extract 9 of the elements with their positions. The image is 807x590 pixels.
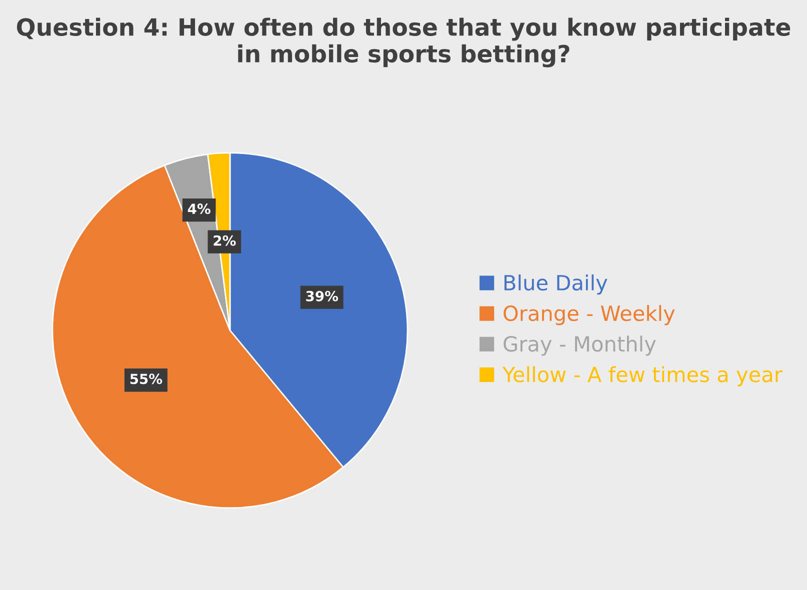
legend-label: Blue Daily <box>504 274 608 295</box>
legend-label: Orange - Weekly <box>504 305 675 326</box>
data-label: 55% <box>130 374 162 384</box>
legend-label: Gray - Monthly <box>504 336 656 356</box>
chart-title: Question 4: How often do those that you know participate in mobile sports betting? <box>16 18 790 68</box>
legend-label: Yellow - A few times a year <box>502 366 782 386</box>
data-label: 39% <box>306 290 338 302</box>
data-label: 2% <box>214 235 236 246</box>
data-label: 4% <box>188 204 210 214</box>
